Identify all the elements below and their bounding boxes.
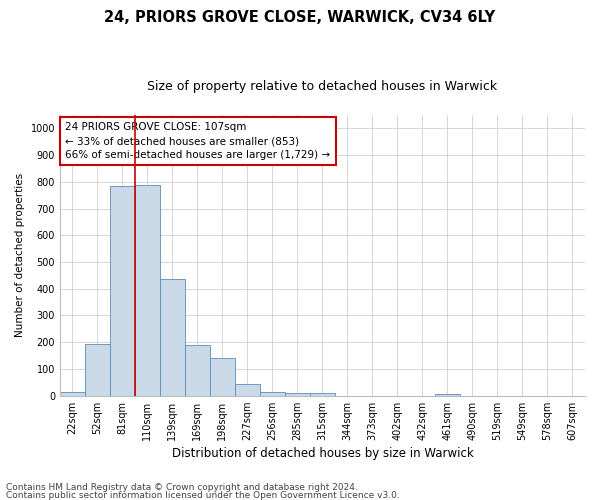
Bar bbox=[160, 280, 185, 396]
Text: 24 PRIORS GROVE CLOSE: 107sqm
← 33% of detached houses are smaller (853)
66% of : 24 PRIORS GROVE CLOSE: 107sqm ← 33% of d… bbox=[65, 122, 330, 160]
Title: Size of property relative to detached houses in Warwick: Size of property relative to detached ho… bbox=[148, 80, 497, 93]
Text: 24, PRIORS GROVE CLOSE, WARWICK, CV34 6LY: 24, PRIORS GROVE CLOSE, WARWICK, CV34 6L… bbox=[104, 10, 496, 25]
Bar bbox=[85, 344, 110, 396]
Bar bbox=[110, 186, 135, 396]
X-axis label: Distribution of detached houses by size in Warwick: Distribution of detached houses by size … bbox=[172, 447, 473, 460]
Bar bbox=[185, 345, 210, 396]
Bar bbox=[435, 394, 460, 396]
Bar bbox=[260, 392, 285, 396]
Bar bbox=[135, 184, 160, 396]
Y-axis label: Number of detached properties: Number of detached properties bbox=[15, 174, 25, 338]
Bar bbox=[235, 384, 260, 396]
Bar bbox=[285, 393, 310, 396]
Bar bbox=[210, 358, 235, 396]
Text: Contains public sector information licensed under the Open Government Licence v3: Contains public sector information licen… bbox=[6, 490, 400, 500]
Text: Contains HM Land Registry data © Crown copyright and database right 2024.: Contains HM Land Registry data © Crown c… bbox=[6, 484, 358, 492]
Bar bbox=[60, 392, 85, 396]
Bar bbox=[310, 393, 335, 396]
